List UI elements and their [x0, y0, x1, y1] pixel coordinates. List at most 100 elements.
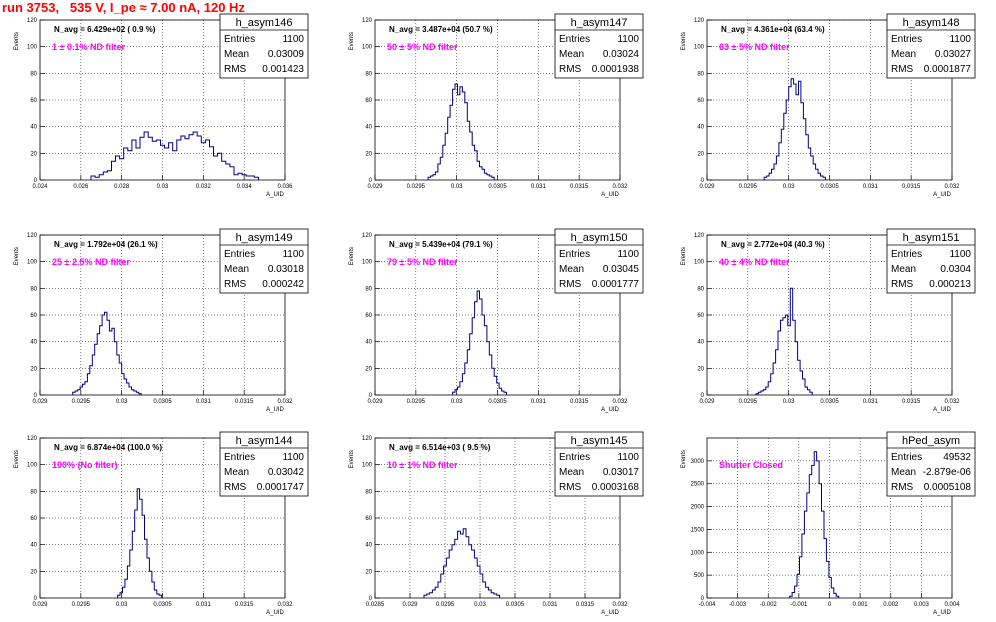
x-tick-label: 0.024	[32, 184, 48, 190]
stat-label: Entries	[559, 34, 590, 45]
stat-label: Mean	[891, 49, 916, 60]
x-tick-label: 0.029	[32, 399, 48, 405]
x-axis-title: A_UID	[933, 610, 951, 616]
x-tick-label: 0.0305	[506, 602, 525, 608]
stats-box	[219, 13, 309, 79]
y-tick-label: 40	[365, 125, 372, 131]
stat-value: 0.03024	[603, 49, 640, 60]
x-tick-label: 0.0305	[153, 602, 172, 608]
plot-frame	[706, 234, 953, 396]
stat-label: RMS	[224, 279, 247, 290]
stat-label: RMS	[224, 482, 247, 493]
y-tick-label: 80	[30, 71, 37, 77]
x-tick-label: 0.003	[914, 602, 930, 608]
n-avg-annotation: N_avg = 4.361e+04 (63.4 %)	[721, 25, 825, 34]
stat-value: 0.001423	[262, 64, 304, 75]
x-tick-label: 0.031	[542, 602, 558, 608]
plot-frame	[706, 19, 953, 181]
stat-label: Mean	[559, 264, 584, 275]
x-tick-label: 0.0315	[902, 184, 921, 190]
filter-annotation: 10 ± 1% ND filter	[387, 460, 458, 470]
x-axis-title: A_UID	[933, 407, 951, 413]
stat-label: RMS	[224, 64, 247, 75]
filter-annotation: 79 ± 5% ND filter	[387, 257, 458, 267]
y-tick-label: 40	[365, 543, 372, 549]
x-tick-label: 0.002	[883, 602, 899, 608]
x-tick-label: 0.001	[853, 602, 869, 608]
n-avg-annotation: N_avg = 2.772e+04 (40.3 %)	[721, 240, 825, 249]
histogram-panel-h_asym151: 0.029 0.0295 0.03 0.0305 0.031 0.0315 0.032 0 20…	[681, 228, 976, 413]
plot-frame	[374, 437, 621, 599]
stat-value: 0.03042	[268, 467, 305, 478]
y-tick-label: 100	[694, 260, 705, 266]
x-tick-label: 0.03	[783, 399, 795, 405]
stat-label: RMS	[559, 64, 582, 75]
x-tick-label: 0.032	[612, 184, 628, 190]
x-tick-label: 0.0295	[436, 602, 455, 608]
stats-box	[886, 13, 976, 79]
histogram-panel-h_asym144: 0.029 0.0295 0.03 0.0305 0.031 0.0315 0.032 0 20…	[14, 431, 309, 616]
y-tick-label: 0	[701, 393, 705, 399]
x-tick-label: 0.029	[699, 184, 715, 190]
stat-value: 0.0001747	[257, 482, 305, 493]
plot-frame	[374, 234, 621, 396]
x-tick-label: 0.0295	[407, 399, 426, 405]
histogram-panel-hPed_asym: -0.004 -0.003 -0.002 -0.001 0 0.001 0.002 0.003…	[681, 431, 976, 616]
filter-annotation: 63 ± 5% ND filter	[719, 42, 790, 52]
histogram-series	[90, 131, 259, 180]
y-tick-label: 120	[694, 18, 705, 24]
stat-value: 1100	[949, 249, 971, 260]
y-tick-label: 1500	[691, 527, 705, 533]
x-axis-title: A_UID	[933, 192, 951, 198]
stat-value: 1100	[617, 249, 639, 260]
y-tick-label: 20	[365, 151, 372, 157]
x-tick-label: 0.028	[114, 184, 130, 190]
stat-value: 0.0001938	[592, 64, 640, 75]
stats-box	[219, 431, 309, 497]
y-tick-label: 60	[30, 313, 37, 319]
histogram-name: h_asym148	[903, 17, 960, 29]
x-tick-label: 0.031	[196, 399, 212, 405]
histogram-name: h_asym151	[903, 232, 960, 244]
x-tick-label: 0.03	[474, 602, 486, 608]
y-tick-label: 20	[30, 569, 37, 575]
stat-value: 0.03017	[603, 467, 640, 478]
x-tick-label: 0.034	[237, 184, 253, 190]
histogram-panel-h_asym145: 0.0285 0.029 0.0295 0.03 0.0305 0.031 0.0315 0.…	[349, 431, 644, 616]
stats-box	[219, 228, 309, 294]
y-tick-label: 0	[369, 393, 373, 399]
stat-label: Entries	[224, 452, 255, 463]
stat-value: 0.03027	[935, 49, 972, 60]
x-tick-label: 0.0305	[820, 184, 839, 190]
plot-frame	[374, 19, 621, 181]
y-tick-label: 2500	[691, 482, 705, 488]
x-tick-label: 0	[828, 602, 832, 608]
y-tick-label: 80	[697, 286, 704, 292]
y-tick-label: 60	[697, 98, 704, 104]
stat-value: 1100	[282, 452, 304, 463]
stat-label: Mean	[224, 49, 249, 60]
y-tick-label: 120	[362, 18, 373, 24]
stat-value: 1100	[617, 34, 639, 45]
y-axis-title: Events	[681, 247, 687, 265]
y-tick-label: 20	[697, 151, 704, 157]
histogram-name: h_asym144	[236, 435, 293, 447]
x-tick-label: -0.004	[698, 602, 716, 608]
y-tick-label: 40	[30, 340, 37, 346]
y-tick-label: 80	[365, 286, 372, 292]
y-tick-label: 120	[694, 233, 705, 239]
stats-box	[554, 431, 644, 497]
stat-label: Mean	[891, 264, 916, 275]
y-tick-label: 40	[30, 543, 37, 549]
x-tick-label: 0.0305	[820, 399, 839, 405]
stat-value: 1100	[282, 249, 304, 260]
x-axis-title: A_UID	[266, 610, 284, 616]
x-tick-label: 0.036	[277, 184, 293, 190]
histogram-series	[427, 83, 495, 180]
y-tick-label: 40	[697, 125, 704, 131]
y-tick-label: 40	[697, 340, 704, 346]
y-axis-title: Events	[349, 247, 355, 265]
y-tick-label: 80	[30, 286, 37, 292]
stat-value: 0.03009	[268, 49, 305, 60]
